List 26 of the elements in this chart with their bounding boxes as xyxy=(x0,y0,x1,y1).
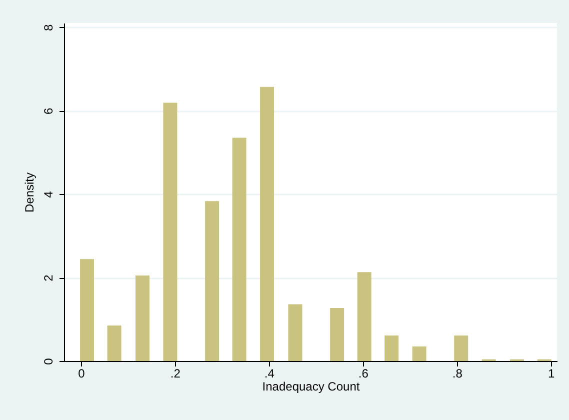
x-tick-label: .8 xyxy=(452,366,463,380)
bar xyxy=(260,86,274,361)
bar xyxy=(107,326,122,361)
bar xyxy=(232,138,246,361)
y-tick-label: 2 xyxy=(42,274,56,282)
bar xyxy=(80,259,94,361)
x-tick-label: 0 xyxy=(78,366,86,380)
x-tick-label: .2 xyxy=(170,366,181,380)
y-tick-label: 4 xyxy=(42,190,56,198)
x-tick-label: 1 xyxy=(548,366,556,380)
y-axis-title: Density xyxy=(22,172,36,213)
bar xyxy=(412,346,426,361)
bar xyxy=(163,102,178,361)
bar xyxy=(454,336,468,361)
bar xyxy=(205,201,220,361)
bar xyxy=(357,272,372,361)
x-axis-title: Inadequacy Count xyxy=(262,380,360,394)
bar xyxy=(330,308,344,361)
bar xyxy=(384,336,399,361)
y-tick-label: 6 xyxy=(42,107,56,114)
y-tick-label: 8 xyxy=(42,24,56,32)
bar xyxy=(135,275,150,361)
y-tick-label: 0 xyxy=(42,358,56,365)
x-tick-label: .6 xyxy=(358,366,369,380)
bar xyxy=(288,304,302,361)
x-tick-label: .4 xyxy=(264,366,275,380)
